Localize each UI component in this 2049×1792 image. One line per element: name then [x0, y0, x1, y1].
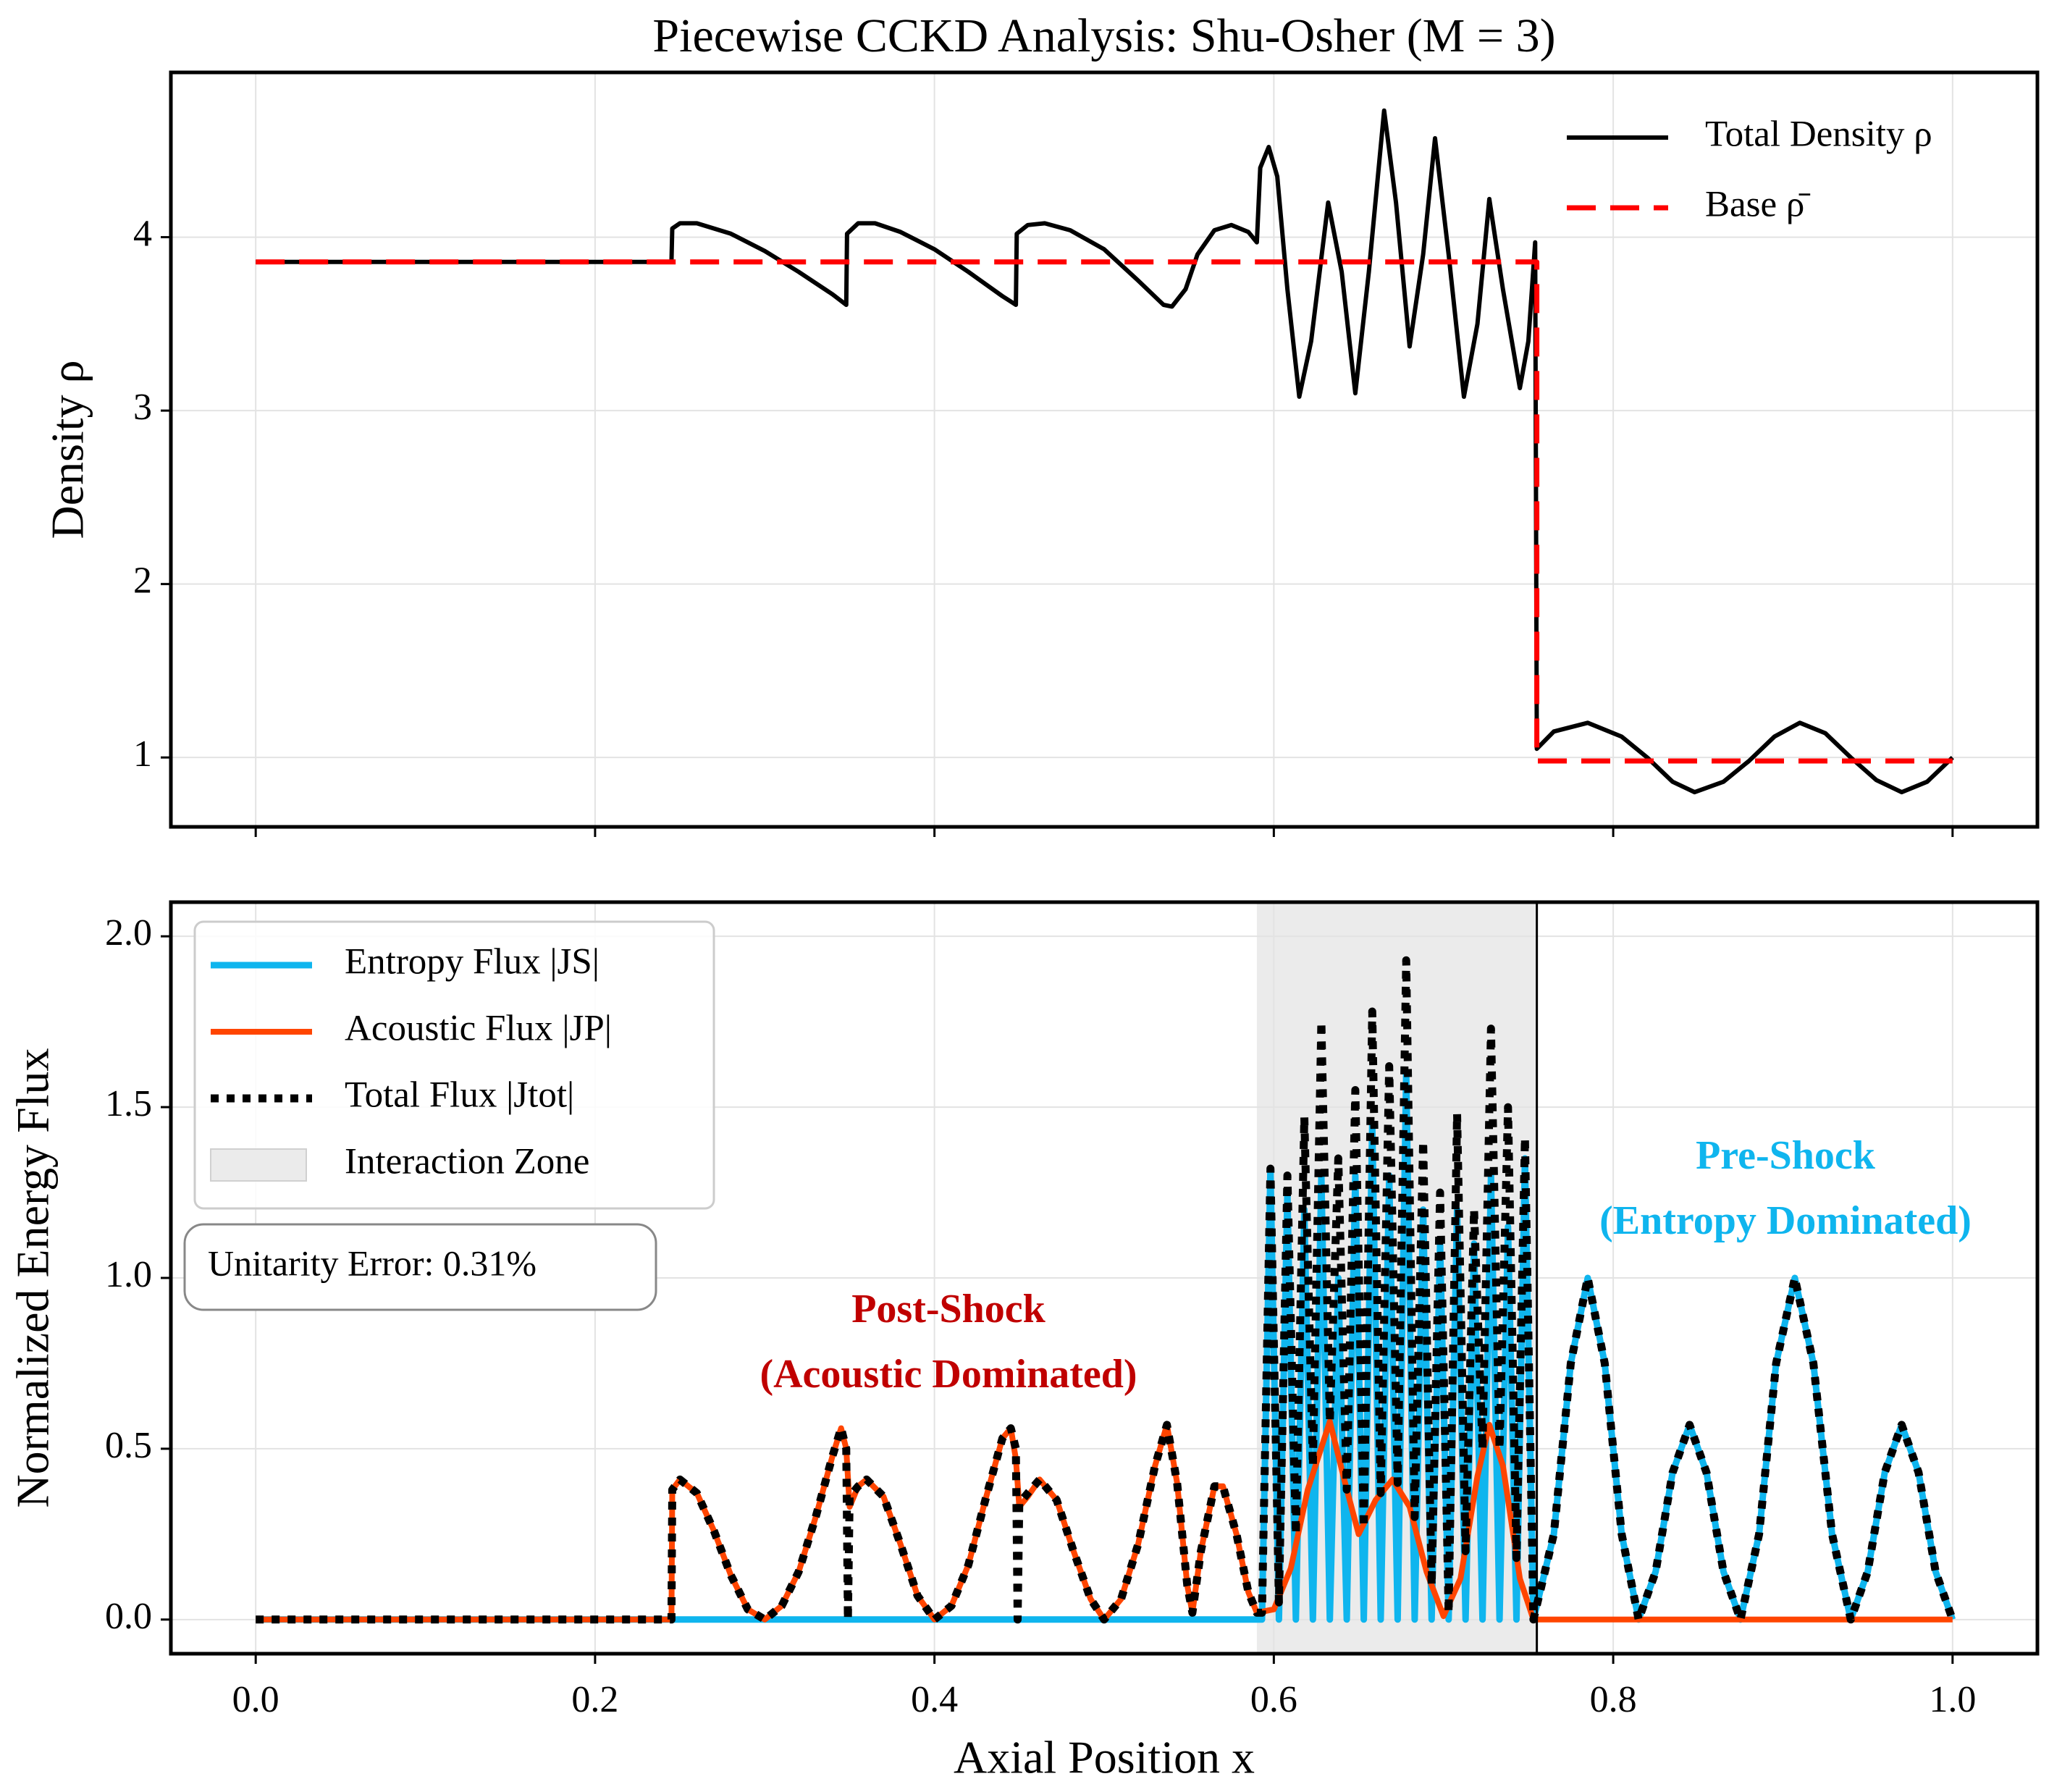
axes-frame [169, 70, 2040, 829]
chart-title: Piecewise CCKD Analysis: Shu-Osher (M = … [652, 9, 1555, 62]
x-tick-label: 0.8 [1590, 1679, 1637, 1720]
info-text: Unitarity Error: 0.31% [208, 1242, 537, 1283]
y-axis-label: Normalized Energy Flux [7, 1048, 59, 1507]
series-line [256, 259, 1953, 764]
y-tick-label: 2.0 [105, 912, 152, 954]
legend-label: Interaction Zone [345, 1142, 589, 1182]
y-axis-label: Density ρ [42, 360, 93, 539]
legend-label: Total Density ρ [1705, 114, 1932, 155]
y-tick-label: 4 [133, 214, 152, 255]
y-tick-label: 1 [133, 733, 152, 775]
y-tick-label: 0.0 [105, 1596, 152, 1637]
legend-label: Acoustic Flux |JP| [345, 1009, 612, 1049]
x-axis-label: Axial Position x [954, 1732, 1255, 1783]
y-tick-label: 1.0 [105, 1254, 152, 1295]
x-tick-label: 0.0 [232, 1679, 279, 1720]
x-tick-label: 1.0 [1929, 1679, 1976, 1720]
x-tick-label: 0.6 [1250, 1679, 1297, 1720]
plot-area [256, 956, 1956, 1624]
legend-label: Entropy Flux |JS| [345, 942, 599, 983]
y-tick-label: 3 [133, 387, 152, 428]
info-box [183, 1223, 657, 1311]
x-tick-label: 0.2 [571, 1679, 618, 1720]
annotation: Pre-Shock [1696, 1133, 1876, 1178]
y-tick-label: 1.5 [105, 1083, 152, 1124]
plot-area [256, 108, 1954, 795]
annotation: (Entropy Dominated) [1599, 1198, 1972, 1243]
legend-frame [193, 920, 715, 1210]
x-tick-label: 0.4 [911, 1679, 958, 1720]
annotation: Post-Shock [851, 1287, 1045, 1332]
annotation: (Acoustic Dominated) [760, 1352, 1137, 1397]
legend-swatch [210, 1148, 307, 1182]
y-tick-label: 0.5 [105, 1425, 152, 1466]
axes-frame [169, 900, 2040, 1656]
legend-label: Base ρ̄ [1705, 185, 1810, 225]
legend-label: Total Flux |Jtot| [345, 1075, 574, 1116]
series-line [256, 956, 1956, 1624]
y-tick-label: 2 [133, 560, 152, 602]
